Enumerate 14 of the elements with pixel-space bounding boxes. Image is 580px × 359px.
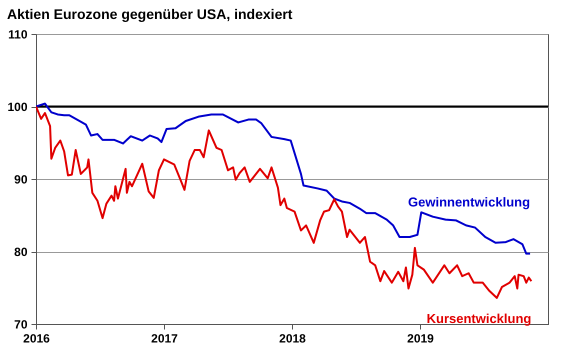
y-tick-label: 80	[14, 245, 28, 259]
x-tick-label: 2017	[151, 332, 178, 346]
series-label: Gewinnentwicklung	[408, 194, 530, 210]
text: Kursentwicklung	[426, 311, 532, 326]
line-series	[36, 102, 532, 255]
x-tick-label: 2019	[407, 332, 434, 346]
line-series	[36, 106, 532, 299]
x-tick-label: 2018	[279, 332, 306, 346]
y-tick-label: 110	[8, 28, 28, 42]
y-tick-label: 90	[14, 172, 28, 186]
x-tick-label: 2016	[23, 332, 50, 346]
y-tick-label: 100	[7, 100, 28, 114]
y-tick-label: 70	[14, 318, 28, 332]
chart-title: Aktien Eurozone gegenüber USA, indexiert	[6, 6, 293, 22]
